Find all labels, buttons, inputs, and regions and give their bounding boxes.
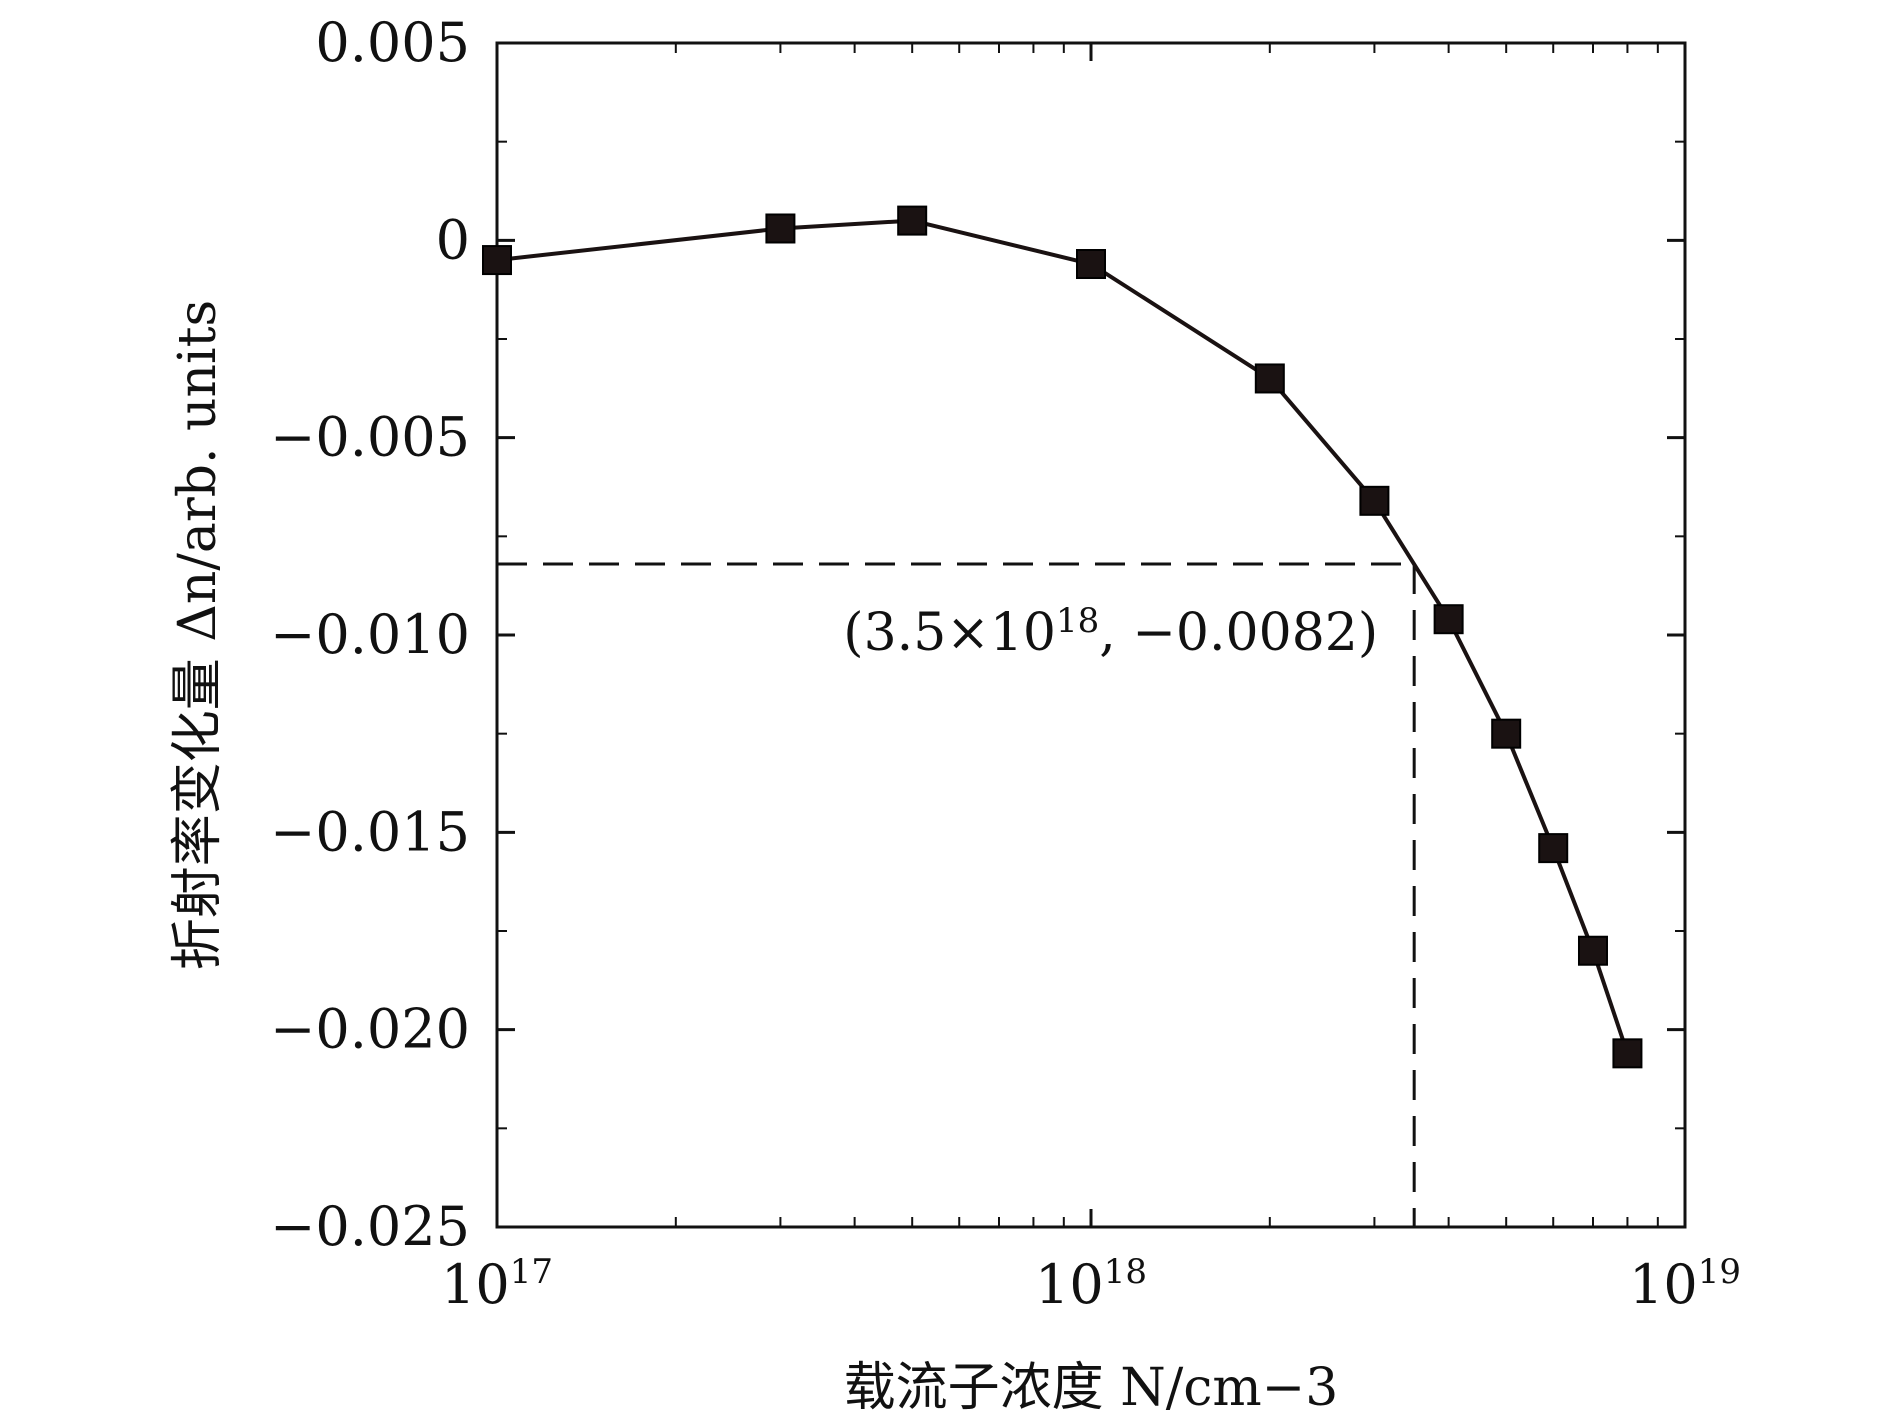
x-tick-exponent: 18: [1104, 1252, 1147, 1292]
y-tick-label: −0.005: [270, 406, 470, 469]
y-tick-label: 0.005: [315, 11, 470, 74]
y-tick-label: −0.020: [270, 998, 470, 1061]
y-tick-label: 0: [436, 208, 470, 271]
guide-layer: [497, 562, 1416, 1227]
data-point-marker: [482, 245, 512, 276]
x-tick-exponent: 17: [510, 1252, 553, 1292]
annotation-suffix: , −0.0082): [1099, 603, 1378, 663]
x-tick-base: 10: [1629, 1253, 1698, 1316]
data-point-marker: [1491, 718, 1522, 749]
x-tick-label: 1018: [1035, 1252, 1147, 1316]
data-point-marker: [1538, 833, 1569, 864]
data-point-marker: [1359, 485, 1390, 516]
x-axis-title: 载流子浓度 N/cm−3: [844, 1358, 1339, 1418]
y-tick-label: −0.015: [270, 800, 470, 863]
series-layer: [482, 205, 1643, 1069]
y-tick-label: −0.010: [270, 603, 470, 666]
x-tick-base: 10: [441, 1253, 510, 1316]
data-point-marker: [1254, 363, 1285, 394]
data-point-marker: [897, 205, 928, 236]
annotation-label: (3.5×1018, −0.0082): [843, 601, 1378, 663]
y-axis-title: 折射率变化量 Δn/arb. units: [168, 300, 228, 971]
labels-layer: 0.0050−0.005−0.010−0.015−0.020−0.0251017…: [270, 11, 1741, 1316]
x-tick-label: 1019: [1629, 1252, 1741, 1316]
y-tick-label: −0.025: [270, 1195, 470, 1258]
x-tick-base: 10: [1035, 1253, 1104, 1316]
x-tick-exponent: 19: [1698, 1252, 1741, 1292]
plot-area: 0.0050−0.005−0.010−0.015−0.020−0.0251017…: [270, 11, 1741, 1316]
x-tick-label: 1017: [441, 1252, 553, 1316]
ticks-layer: [495, 41, 1687, 1229]
data-point-marker: [1433, 604, 1464, 635]
data-point-marker: [1612, 1038, 1643, 1069]
data-point-marker: [1076, 249, 1106, 280]
annotation-exponent: 18: [1056, 601, 1099, 641]
annotation-prefix: (3.5×10: [843, 603, 1056, 663]
data-point-marker: [765, 213, 796, 244]
data-point-marker: [1577, 935, 1608, 966]
